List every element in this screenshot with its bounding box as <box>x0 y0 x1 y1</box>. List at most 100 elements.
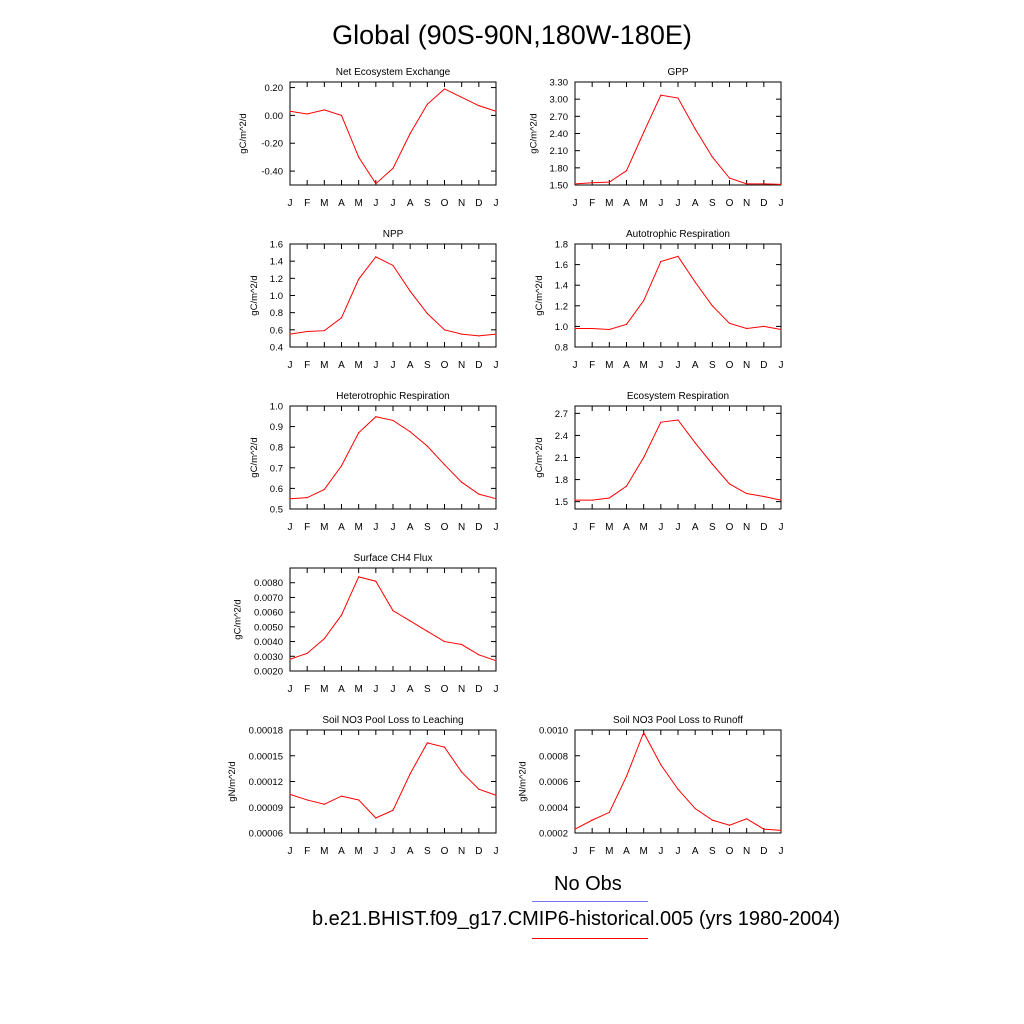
chart-title: GPP <box>667 67 688 78</box>
x-tick-label: J <box>373 522 378 533</box>
x-tick-label: D <box>475 522 482 533</box>
data-point <box>426 312 428 315</box>
x-tick-label: J <box>494 684 499 695</box>
data-point <box>358 278 360 280</box>
y-tick-label: 0.0004 <box>539 803 568 814</box>
data-point <box>608 497 610 499</box>
x-tick-label: O <box>441 360 449 371</box>
y-tick-label: 0.00015 <box>249 751 283 762</box>
y-tick-label: 0.9 <box>270 422 283 433</box>
data-point <box>375 580 377 582</box>
y-tick-label: 0.0060 <box>254 608 283 619</box>
x-tick-label: N <box>458 360 465 371</box>
y-tick-label: 1.2 <box>555 301 568 312</box>
data-point <box>608 328 610 331</box>
data-point <box>340 317 343 319</box>
y-tick-label: 0.00018 <box>249 726 283 737</box>
data-point <box>728 483 731 485</box>
x-tick-label: O <box>441 522 449 533</box>
x-tick-label: D <box>760 198 767 209</box>
series-line <box>289 742 497 819</box>
x-tick-label: M <box>354 360 362 371</box>
chart-title: Ecosystem Respiration <box>627 391 729 402</box>
data-point <box>392 610 394 612</box>
data-point <box>625 485 628 487</box>
x-tick-label: J <box>288 198 293 209</box>
y-tick-label: 2.40 <box>550 129 569 140</box>
plot-frame <box>574 405 782 510</box>
plot-frame <box>289 567 497 672</box>
y-tick-label: 0.0050 <box>254 622 283 633</box>
x-tick-label: M <box>320 360 328 371</box>
x-tick-label: A <box>407 846 414 857</box>
y-tick-label: 1.8 <box>555 240 568 251</box>
data-point <box>461 643 463 646</box>
x-tick-label: A <box>407 684 414 695</box>
x-tick-label: J <box>676 522 681 533</box>
data-point <box>591 327 593 330</box>
data-point <box>763 183 765 185</box>
x-tick-label: F <box>589 198 595 209</box>
x-tick-label: A <box>407 198 414 209</box>
data-point <box>660 764 662 766</box>
x-tick-label: N <box>458 846 465 857</box>
data-point <box>443 746 446 748</box>
chart-title: Heterotrophic Respiration <box>336 391 449 402</box>
y-tick-label: 0.0030 <box>254 652 283 663</box>
x-tick-label: D <box>475 684 482 695</box>
data-point <box>780 499 782 501</box>
x-tick-label: J <box>494 522 499 533</box>
x-tick-label: S <box>424 360 431 371</box>
data-point <box>728 177 731 179</box>
x-tick-label: A <box>692 198 699 209</box>
data-point <box>660 260 662 263</box>
x-tick-label: J <box>391 360 396 371</box>
data-point <box>763 495 765 498</box>
y-tick-label: 1.4 <box>555 281 568 292</box>
y-tick-label: 0.00 <box>265 111 284 122</box>
data-point <box>461 481 463 483</box>
x-tick-label: D <box>475 360 482 371</box>
x-tick-label: A <box>623 522 630 533</box>
data-point <box>306 330 308 333</box>
x-tick-label: J <box>676 846 681 857</box>
y-axis-label: gN/m^2/d <box>518 761 529 801</box>
x-tick-label: S <box>709 522 716 533</box>
data-point <box>711 463 713 465</box>
x-tick-label: F <box>304 522 310 533</box>
chart-title: Surface CH4 Flux <box>354 553 433 564</box>
data-point <box>375 183 377 185</box>
y-tick-label: 0.00006 <box>249 829 283 840</box>
data-point <box>340 465 343 467</box>
data-point <box>409 773 411 775</box>
data-point <box>461 96 463 98</box>
x-tick-label: F <box>589 846 595 857</box>
x-tick-label: A <box>338 684 345 695</box>
x-tick-label: A <box>692 360 699 371</box>
data-point <box>323 488 325 491</box>
x-tick-label: N <box>743 846 750 857</box>
y-tick-label: 0.0002 <box>539 829 568 840</box>
data-point <box>746 818 748 820</box>
data-point <box>426 742 428 744</box>
x-tick-label: J <box>573 846 578 857</box>
data-point <box>375 817 377 819</box>
x-tick-label: J <box>373 360 378 371</box>
data-point <box>625 323 628 325</box>
series-line <box>574 94 782 185</box>
data-point <box>340 795 343 797</box>
x-tick-label: M <box>354 684 362 695</box>
y-tick-label: 3.30 <box>550 78 569 89</box>
data-point <box>643 456 645 459</box>
y-tick-label: 0.00012 <box>249 777 283 788</box>
x-tick-label: O <box>726 198 734 209</box>
x-tick-label: M <box>354 522 362 533</box>
data-point <box>358 432 360 434</box>
x-tick-label: M <box>354 846 362 857</box>
x-tick-label: S <box>424 684 431 695</box>
y-tick-label: 0.0040 <box>254 637 283 648</box>
data-point <box>443 329 446 331</box>
data-point <box>495 110 497 112</box>
